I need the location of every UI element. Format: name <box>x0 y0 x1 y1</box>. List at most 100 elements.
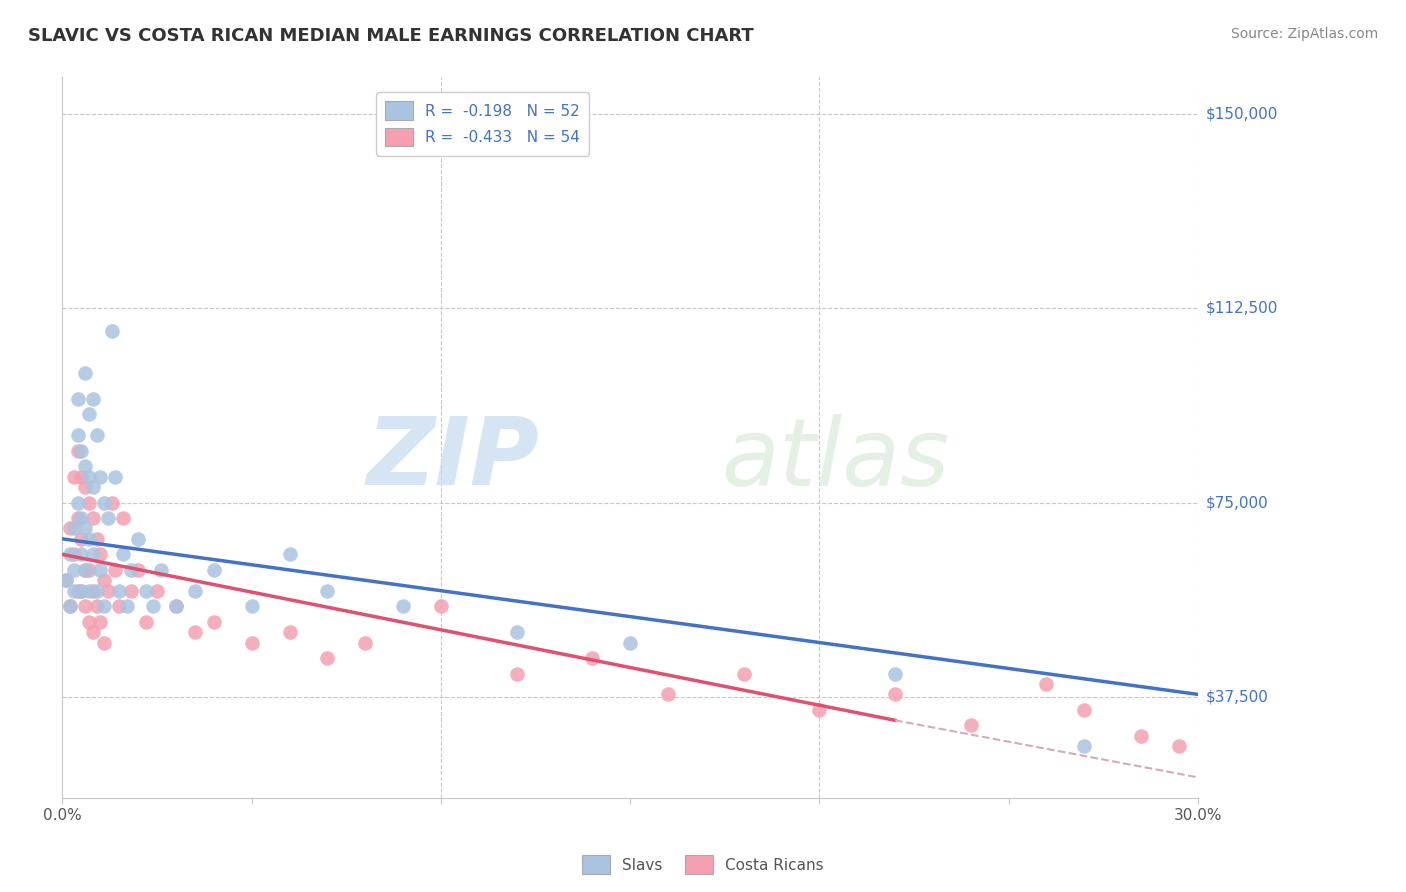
Point <box>82 392 104 406</box>
Point <box>93 635 115 649</box>
Point <box>63 521 86 535</box>
Legend: Slavs, Costa Ricans: Slavs, Costa Ricans <box>576 849 830 880</box>
Point <box>82 625 104 640</box>
Point <box>89 469 111 483</box>
Point <box>581 651 603 665</box>
Point <box>66 511 89 525</box>
Point <box>278 625 301 640</box>
Point <box>127 563 149 577</box>
Point <box>70 548 93 562</box>
Point <box>93 574 115 588</box>
Point <box>66 443 89 458</box>
Point <box>77 615 100 629</box>
Point <box>959 718 981 732</box>
Point <box>82 548 104 562</box>
Point <box>108 599 131 614</box>
Point <box>184 583 207 598</box>
Point <box>142 599 165 614</box>
Text: SLAVIC VS COSTA RICAN MEDIAN MALE EARNINGS CORRELATION CHART: SLAVIC VS COSTA RICAN MEDIAN MALE EARNIN… <box>28 27 754 45</box>
Point <box>55 574 77 588</box>
Text: $37,500: $37,500 <box>1206 690 1270 705</box>
Text: $112,500: $112,500 <box>1206 301 1278 316</box>
Point <box>505 625 527 640</box>
Point <box>104 469 127 483</box>
Point <box>115 599 138 614</box>
Point <box>165 599 187 614</box>
Text: atlas: atlas <box>721 414 949 505</box>
Point <box>82 511 104 525</box>
Point <box>1130 729 1153 743</box>
Point <box>93 495 115 509</box>
Point <box>63 548 86 562</box>
Point <box>733 666 755 681</box>
Point <box>59 521 82 535</box>
Point <box>120 563 142 577</box>
Point <box>657 687 679 701</box>
Point <box>316 583 339 598</box>
Point <box>135 615 157 629</box>
Point <box>202 615 225 629</box>
Point <box>619 635 641 649</box>
Point <box>75 599 97 614</box>
Point <box>89 548 111 562</box>
Text: ZIP: ZIP <box>367 413 540 506</box>
Text: Source: ZipAtlas.com: Source: ZipAtlas.com <box>1230 27 1378 41</box>
Point <box>59 548 82 562</box>
Text: $150,000: $150,000 <box>1206 106 1278 121</box>
Point <box>93 599 115 614</box>
Point <box>184 625 207 640</box>
Point <box>77 532 100 546</box>
Point <box>70 583 93 598</box>
Point <box>108 583 131 598</box>
Point <box>75 480 97 494</box>
Point <box>77 583 100 598</box>
Point <box>63 583 86 598</box>
Point <box>112 548 135 562</box>
Point <box>66 583 89 598</box>
Point <box>97 511 120 525</box>
Point <box>240 635 263 649</box>
Point <box>89 615 111 629</box>
Point <box>1073 703 1095 717</box>
Point <box>505 666 527 681</box>
Point <box>86 583 108 598</box>
Point <box>240 599 263 614</box>
Point <box>104 563 127 577</box>
Point <box>97 583 120 598</box>
Point <box>120 583 142 598</box>
Point <box>1167 739 1189 754</box>
Point <box>70 469 93 483</box>
Point <box>112 511 135 525</box>
Point <box>66 392 89 406</box>
Point <box>278 548 301 562</box>
Point <box>70 443 93 458</box>
Point <box>63 563 86 577</box>
Point <box>82 583 104 598</box>
Legend: R =  -0.198   N = 52, R =  -0.433   N = 54: R = -0.198 N = 52, R = -0.433 N = 54 <box>375 92 589 155</box>
Point <box>86 532 108 546</box>
Point <box>86 599 108 614</box>
Point <box>77 408 100 422</box>
Point <box>135 583 157 598</box>
Point <box>165 599 187 614</box>
Point <box>77 563 100 577</box>
Point <box>127 532 149 546</box>
Point <box>66 428 89 442</box>
Point <box>63 469 86 483</box>
Point <box>70 511 93 525</box>
Point <box>77 469 100 483</box>
Point <box>70 583 93 598</box>
Point <box>884 666 907 681</box>
Point <box>77 495 100 509</box>
Point <box>1035 677 1057 691</box>
Point <box>146 583 169 598</box>
Point <box>100 325 122 339</box>
Point <box>82 480 104 494</box>
Point <box>59 599 82 614</box>
Point <box>100 495 122 509</box>
Point <box>66 495 89 509</box>
Point <box>70 532 93 546</box>
Text: $75,000: $75,000 <box>1206 495 1268 510</box>
Point <box>430 599 453 614</box>
Point <box>354 635 377 649</box>
